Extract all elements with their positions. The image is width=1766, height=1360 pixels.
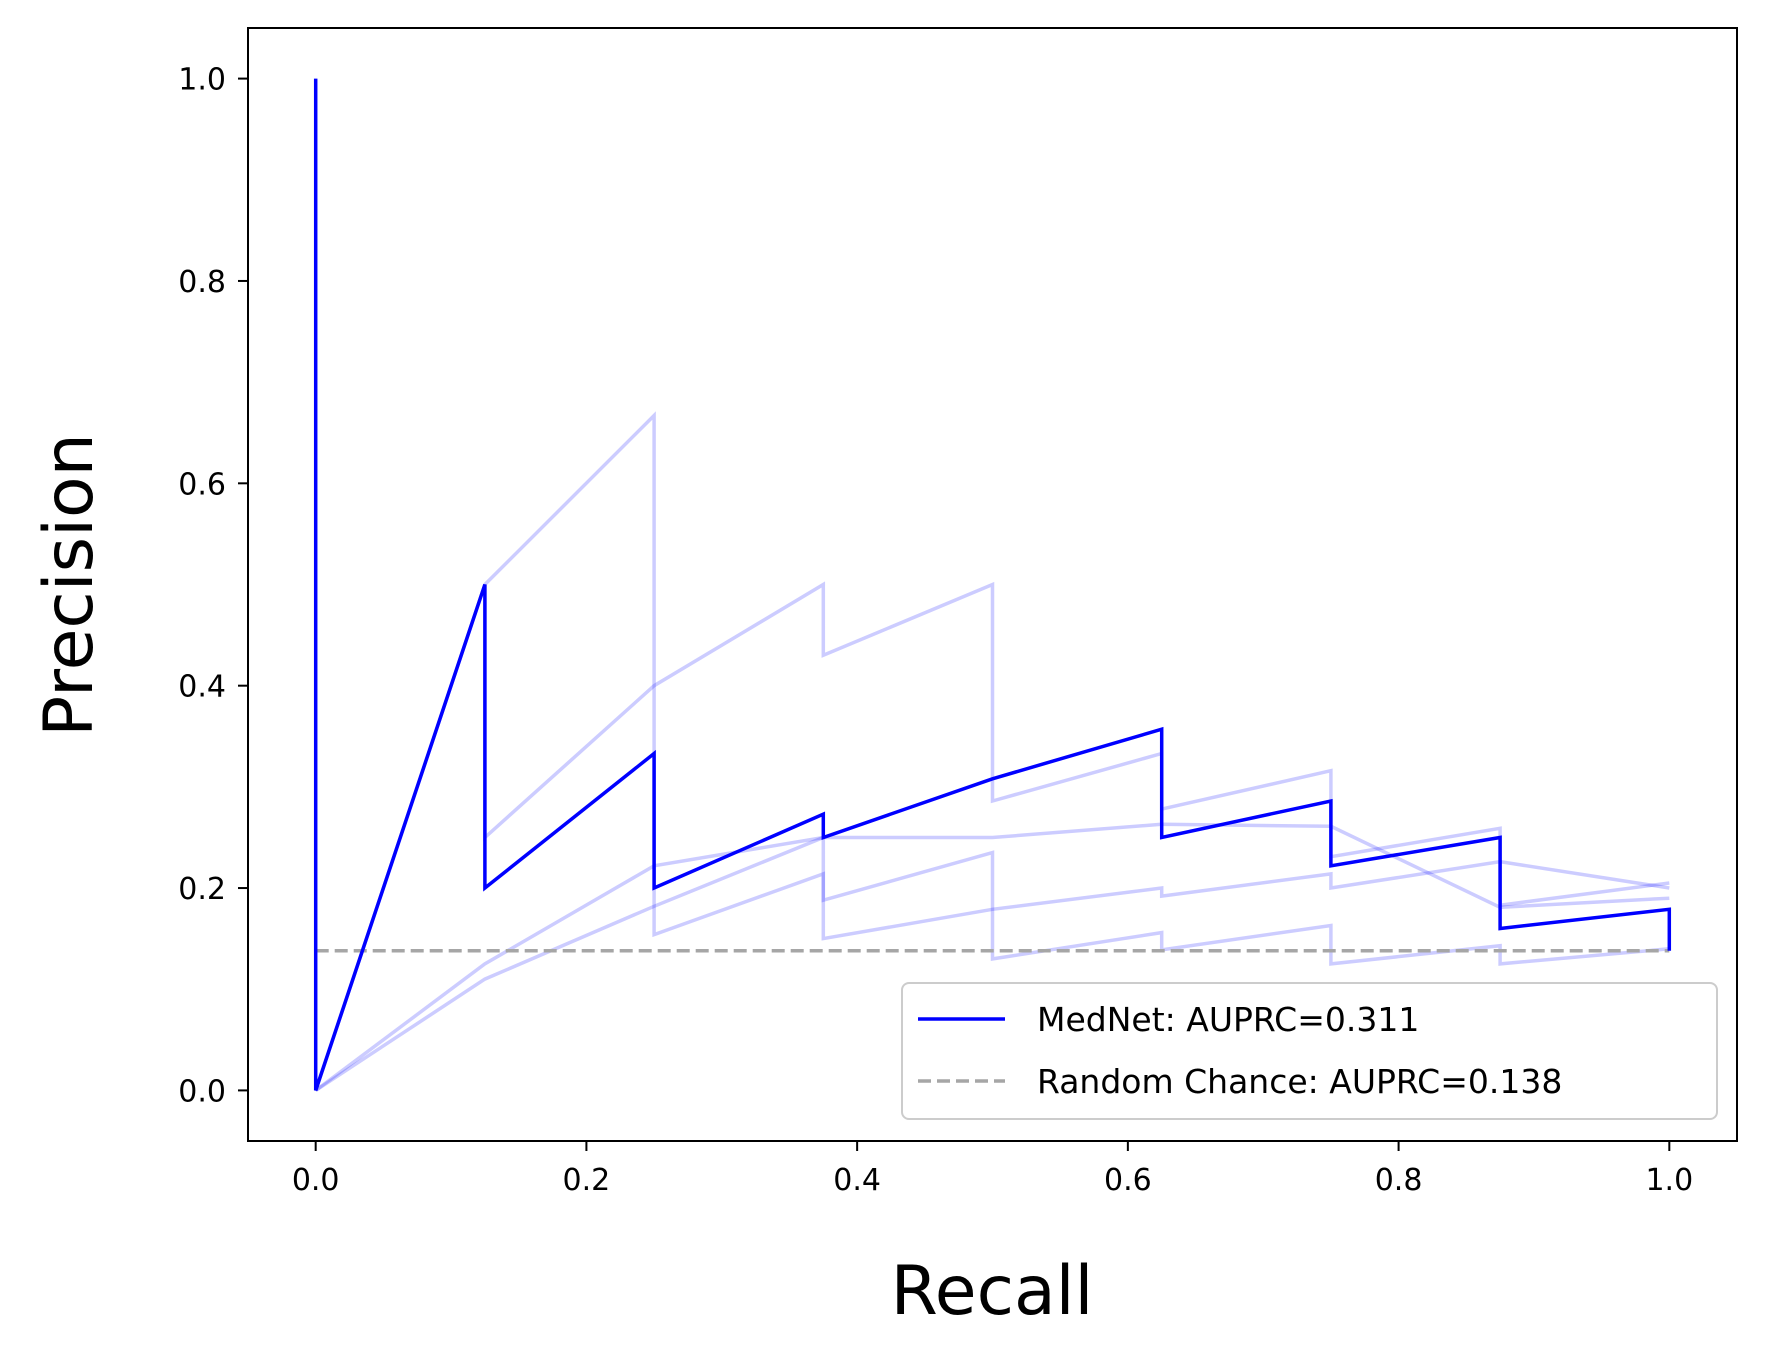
- x-tick-label: 0.0: [292, 1163, 340, 1198]
- x-axis-title: Recall: [891, 1252, 1094, 1331]
- x-tick-label: 1.0: [1645, 1163, 1693, 1198]
- fold-curve-4: [314, 822, 1670, 1092]
- x-tick-label: 0.2: [563, 1163, 611, 1198]
- x-tick-label: 0.6: [1104, 1163, 1152, 1198]
- x-axis-ticks: 0.0 0.2 0.4 0.6 0.8 1.0: [292, 1141, 1693, 1198]
- legend-box: [901, 982, 1718, 1120]
- fold-curves: [314, 411, 1670, 1092]
- fold-curve-1: [314, 581, 1670, 1091]
- y-axis-ticks: 0.0 0.2 0.4 0.6 0.8 1.0: [178, 63, 248, 1109]
- y-axis-title: Precision: [30, 433, 109, 736]
- fold-curve-2: [314, 411, 1670, 1091]
- y-tick-label: 1.0: [178, 63, 226, 98]
- y-tick-label: 0.6: [178, 467, 226, 502]
- legend-label-mednet: MedNet: AUPRC=0.311: [1037, 1000, 1419, 1039]
- legend: MedNet: AUPRC=0.311 Random Chance: AUPRC…: [901, 982, 1718, 1120]
- x-tick-label: 0.8: [1375, 1163, 1423, 1198]
- mednet-pr-curve: [313, 78, 1672, 1091]
- y-tick-label: 0.4: [178, 670, 226, 705]
- y-tick-label: 0.0: [178, 1074, 226, 1109]
- plot-frame: [247, 27, 1738, 1142]
- y-tick-label: 0.2: [178, 872, 226, 907]
- main-curve: [313, 78, 1672, 1091]
- x-tick-label: 0.4: [833, 1163, 881, 1198]
- y-tick-label: 0.8: [178, 265, 226, 300]
- legend-label-random-chance: Random Chance: AUPRC=0.138: [1037, 1062, 1562, 1101]
- fold-curve-3: [314, 834, 1670, 1092]
